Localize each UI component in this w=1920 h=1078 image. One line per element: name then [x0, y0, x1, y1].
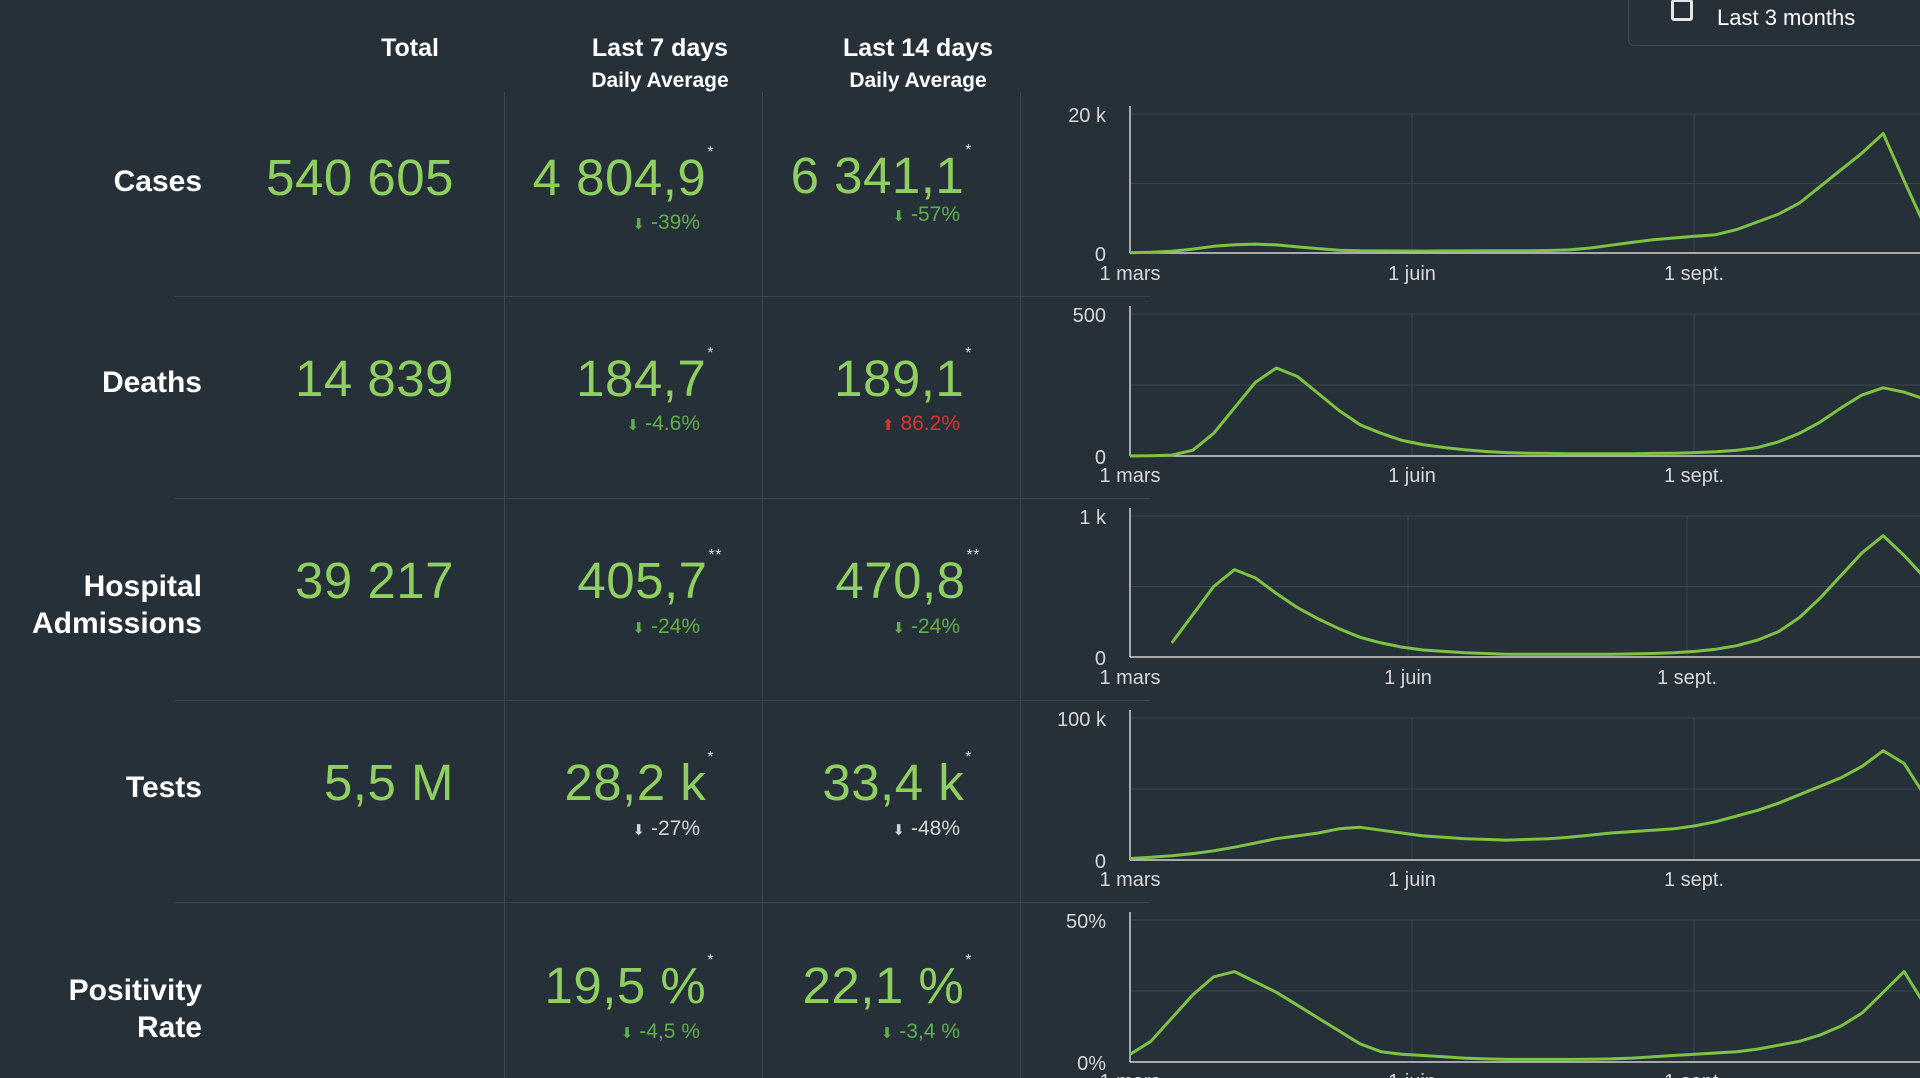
tests-delta14: ⬇ -48% — [892, 817, 960, 840]
down-arrow-icon: ⬇ — [892, 822, 905, 839]
row-label-positivity: Positivity Rate — [68, 974, 202, 1044]
cases-avg14: 6 341,1* — [790, 142, 972, 204]
chart-x-tick: 1 juin — [1388, 1071, 1436, 1078]
down-arrow-icon: ⬇ — [626, 417, 640, 434]
row-label-cases: Cases — [113, 165, 202, 198]
chart-x-tick: 1 sept. — [1664, 263, 1724, 285]
chart-series-line — [1170, 534, 1920, 656]
deaths-delta7: ⬇ -4.6% — [626, 412, 700, 435]
range-toggle-label: Last 3 months — [1717, 5, 1856, 30]
header-last14: Last 14 days — [842, 34, 994, 62]
row-divider — [175, 700, 1150, 701]
chart-series-line — [1129, 366, 1920, 458]
header-last7: Last 7 days — [591, 34, 729, 62]
chart-y-tick: 50% — [1066, 911, 1106, 933]
hospital-avg14: 470,8** — [835, 547, 980, 609]
chart-series-line — [1129, 749, 1920, 861]
hospital-avg7: 405,7** — [577, 547, 722, 609]
down-arrow-icon: ⬇ — [892, 620, 905, 637]
chart-series-line — [1129, 132, 1920, 255]
column-divider — [762, 92, 763, 1078]
chart-y-tick: 0 — [1095, 447, 1106, 469]
chart-y-tick: 100 k — [1057, 709, 1107, 731]
cases-avg7: 4 804,9* — [532, 144, 714, 206]
down-arrow-icon: ⬇ — [632, 822, 645, 839]
hospital-total: 39 217 — [295, 552, 454, 609]
down-arrow-icon: ⬇ — [620, 1025, 634, 1042]
chart-x-tick: 1 juin — [1388, 869, 1436, 891]
row-label-deaths: Deaths — [101, 366, 202, 399]
row-divider — [175, 902, 1150, 903]
up-arrow-icon: ⬆ — [881, 417, 895, 434]
chart-x-tick: 1 juin — [1388, 263, 1436, 285]
chart-y-tick: 0 — [1095, 851, 1106, 873]
row-label-tests: Tests — [125, 771, 202, 804]
down-arrow-icon: ⬇ — [632, 216, 645, 233]
chart-x-tick: 1 sept. — [1664, 1071, 1724, 1078]
deaths-total: 14 839 — [295, 350, 454, 407]
chart-x-tick: 1 mars — [1099, 667, 1160, 689]
positivity-delta14: ⬇ -3,4 % — [880, 1020, 960, 1043]
tests-total: 5,5 M — [323, 754, 454, 811]
hospital-delta14: ⬇ -24% — [892, 615, 960, 638]
chart-x-tick: 1 sept. — [1664, 869, 1724, 891]
deaths-avg7: 184,7* — [576, 345, 714, 407]
chart-x-tick: 1 mars — [1099, 263, 1160, 285]
down-arrow-icon: ⬇ — [892, 208, 905, 225]
chart-y-tick: 500 — [1073, 305, 1106, 327]
chart-x-tick: 1 juin — [1384, 667, 1432, 689]
range-toggle[interactable]: Last 3 months — [1628, 0, 1920, 46]
deaths-avg14: 189,1* — [834, 345, 972, 407]
chart-y-tick: 1 k — [1079, 507, 1107, 529]
column-divider — [1020, 92, 1021, 1078]
chart-y-tick: 20 k — [1068, 105, 1107, 127]
row-label-hospital: Hospital Admissions — [31, 570, 202, 640]
chart-x-tick: 1 juin — [1388, 465, 1436, 487]
row-divider — [175, 498, 1150, 499]
range-checkbox[interactable] — [1671, 0, 1693, 21]
header-total: Total — [381, 34, 439, 62]
tests-avg7: 28,2 k* — [564, 749, 714, 811]
chart-x-tick: 1 sept. — [1657, 667, 1717, 689]
chart-y-tick: 0 — [1095, 244, 1106, 266]
positivity-avg14: 22,1 %* — [802, 952, 972, 1014]
chart-series-line — [1129, 970, 1920, 1061]
chart-y-tick: 0% — [1077, 1053, 1106, 1075]
chart-x-tick: 1 mars — [1099, 1071, 1160, 1078]
chart-x-tick: 1 mars — [1099, 869, 1160, 891]
tests-delta7: ⬇ -27% — [632, 817, 700, 840]
positivity-delta7: ⬇ -4,5 % — [620, 1020, 700, 1043]
cases-delta7: ⬇ -39% — [632, 211, 700, 234]
header-last14-sub: Daily Average — [849, 69, 987, 92]
chart-x-tick: 1 sept. — [1664, 465, 1724, 487]
cases-delta14: ⬇ -57% — [892, 203, 960, 226]
down-arrow-icon: ⬇ — [880, 1025, 894, 1042]
deaths-delta14: ⬆ 86.2% — [881, 412, 960, 435]
chart-y-tick: 0 — [1095, 648, 1106, 670]
header-last7-sub: Daily Average — [591, 69, 729, 92]
hospital-delta7: ⬇ -24% — [632, 615, 700, 638]
chart-x-tick: 1 mars — [1099, 465, 1160, 487]
positivity-avg7: 19,5 %* — [544, 952, 714, 1014]
row-divider — [175, 296, 1150, 297]
tests-avg14: 33,4 k* — [822, 749, 972, 811]
down-arrow-icon: ⬇ — [632, 620, 645, 637]
column-divider — [504, 92, 505, 1078]
cases-total: 540 605 — [266, 149, 454, 206]
